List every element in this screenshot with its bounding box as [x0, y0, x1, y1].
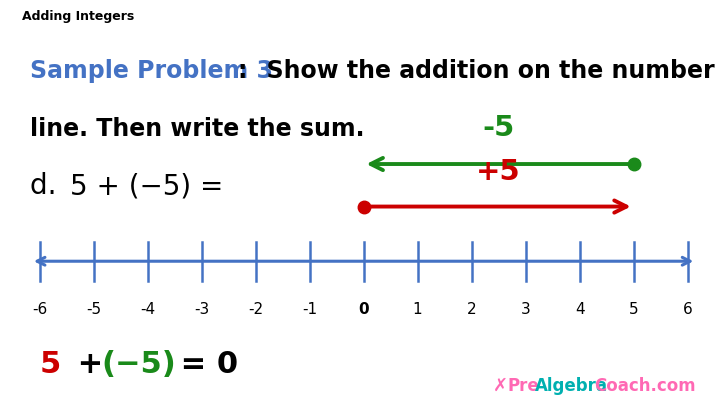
Text: 5: 5: [40, 350, 61, 379]
Text: Algebra: Algebra: [535, 377, 608, 395]
Text: -4: -4: [140, 302, 156, 317]
Text: 4: 4: [575, 302, 585, 317]
Text: -5: -5: [482, 113, 515, 142]
Text: :: :: [238, 59, 247, 83]
Text: 5 + (−5) =: 5 + (−5) =: [70, 172, 223, 200]
Text: Sample Problem 3: Sample Problem 3: [30, 59, 274, 83]
Text: line. Then write the sum.: line. Then write the sum.: [30, 117, 365, 141]
Text: ✗: ✗: [493, 377, 508, 395]
Text: 3: 3: [521, 302, 531, 317]
Text: 6: 6: [683, 302, 693, 317]
Text: 0: 0: [359, 302, 369, 317]
Text: Coach.com: Coach.com: [594, 377, 696, 395]
Text: +5: +5: [477, 158, 521, 186]
Text: -1: -1: [302, 302, 318, 317]
Text: Pre: Pre: [508, 377, 539, 395]
Text: Show the addition on the number: Show the addition on the number: [250, 59, 714, 83]
Text: Adding Integers: Adding Integers: [22, 10, 134, 23]
Text: 1: 1: [413, 302, 423, 317]
Text: +: +: [67, 350, 114, 379]
Text: d.: d.: [30, 172, 74, 200]
Text: -6: -6: [32, 302, 48, 317]
Text: -5: -5: [86, 302, 102, 317]
Text: 2: 2: [467, 302, 477, 317]
Text: -3: -3: [194, 302, 210, 317]
Text: (−5): (−5): [102, 350, 176, 379]
Text: -2: -2: [248, 302, 264, 317]
Text: = 0: = 0: [170, 350, 238, 379]
Text: 5: 5: [629, 302, 639, 317]
